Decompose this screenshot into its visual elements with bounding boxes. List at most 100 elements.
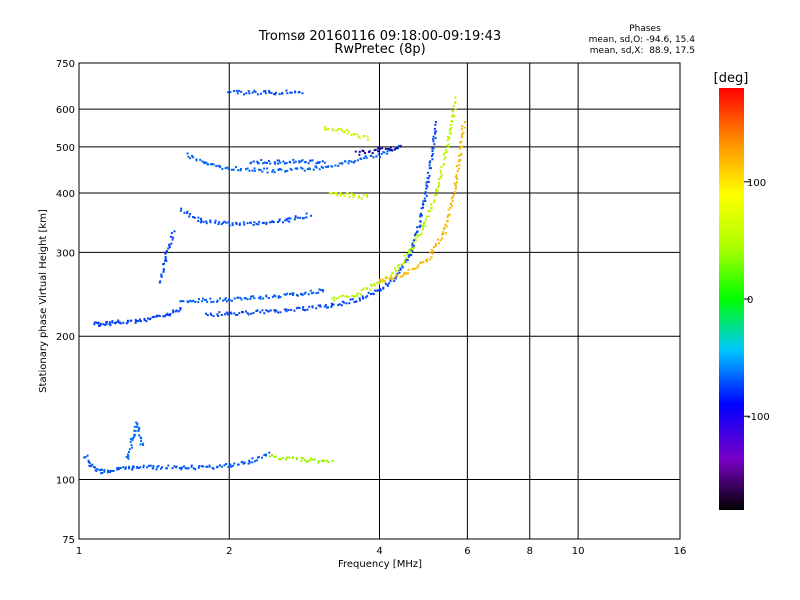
y-tick-label: 300 <box>56 248 75 259</box>
data-point <box>198 464 201 467</box>
data-point <box>449 202 452 205</box>
data-point <box>227 221 230 224</box>
data-point <box>209 297 212 300</box>
data-point <box>461 125 464 128</box>
data-point <box>357 196 360 199</box>
data-point <box>406 259 409 262</box>
data-point <box>424 191 427 194</box>
x-tick-label: 1 <box>76 546 82 557</box>
colorbar-tick-label: -100 <box>747 412 770 423</box>
data-point <box>209 163 212 166</box>
data-point <box>275 309 278 312</box>
data-point <box>124 466 127 469</box>
data-point <box>396 265 399 268</box>
data-point <box>292 292 295 295</box>
data-point <box>352 161 355 164</box>
data-point <box>319 304 322 307</box>
data-point <box>416 226 419 229</box>
data-point <box>243 461 246 464</box>
data-point <box>414 267 417 270</box>
data-point <box>119 322 122 325</box>
data-point <box>202 465 205 468</box>
data-point <box>425 194 428 197</box>
data-point <box>395 274 398 277</box>
data-point <box>286 456 289 459</box>
data-point <box>436 189 439 192</box>
data-point <box>324 126 327 129</box>
data-point <box>197 216 200 219</box>
data-point <box>362 287 365 290</box>
x-axis-label: Frequency [MHz] <box>338 559 422 570</box>
data-point <box>235 221 238 224</box>
data-point <box>300 457 303 460</box>
data-point <box>197 301 200 304</box>
data-point <box>190 465 193 468</box>
data-point <box>250 221 253 224</box>
data-point <box>87 460 90 463</box>
data-point <box>223 313 226 316</box>
data-point <box>428 167 431 170</box>
data-point <box>220 223 223 226</box>
data-point <box>397 144 400 147</box>
data-point <box>454 188 457 191</box>
data-point <box>348 159 351 162</box>
data-point <box>425 181 428 184</box>
data-point <box>243 223 246 226</box>
data-point <box>431 158 434 161</box>
data-point <box>253 297 256 300</box>
data-point <box>289 91 292 94</box>
data-point <box>140 439 143 442</box>
data-point <box>288 292 291 295</box>
data-point <box>354 300 357 303</box>
data-point <box>214 221 217 224</box>
data-point <box>363 152 366 155</box>
data-point <box>107 469 110 472</box>
data-point <box>122 466 125 469</box>
data-point <box>302 308 305 311</box>
data-point <box>274 93 277 96</box>
data-point <box>129 440 132 443</box>
data-point <box>435 130 438 133</box>
data-point <box>223 298 226 301</box>
data-point <box>156 314 159 317</box>
data-point <box>352 194 355 197</box>
x-tick-label: 10 <box>572 546 585 557</box>
y-tick-label: 200 <box>56 332 75 343</box>
data-point <box>361 295 364 298</box>
data-point <box>369 288 372 291</box>
data-point <box>265 453 268 456</box>
data-point <box>232 168 235 171</box>
data-point <box>233 312 236 315</box>
data-point <box>162 270 165 273</box>
data-point <box>440 233 443 236</box>
data-point <box>217 315 220 318</box>
stats-o-mode: mean, sd,O: -94.6, 15.4 <box>589 35 696 45</box>
data-point <box>260 158 263 161</box>
data-point <box>379 289 382 292</box>
data-point <box>354 295 357 298</box>
data-point <box>402 261 405 264</box>
data-point <box>208 464 211 467</box>
data-point <box>104 323 107 326</box>
data-point <box>430 248 433 251</box>
data-point <box>293 309 296 312</box>
data-point <box>139 443 142 446</box>
data-point <box>218 464 221 467</box>
data-point <box>363 135 366 138</box>
data-point <box>365 288 368 291</box>
data-point <box>246 167 249 170</box>
data-point <box>178 467 181 470</box>
data-point <box>431 150 434 153</box>
data-point <box>423 192 426 195</box>
data-point <box>408 247 411 250</box>
data-point <box>94 466 97 469</box>
data-point <box>393 267 396 270</box>
data-point <box>439 171 442 174</box>
data-point <box>463 126 466 129</box>
x-tick-label: 4 <box>376 546 382 557</box>
data-point <box>139 320 142 323</box>
data-point <box>197 219 200 222</box>
data-point <box>344 295 347 298</box>
data-point <box>239 296 242 299</box>
data-point <box>146 466 149 469</box>
